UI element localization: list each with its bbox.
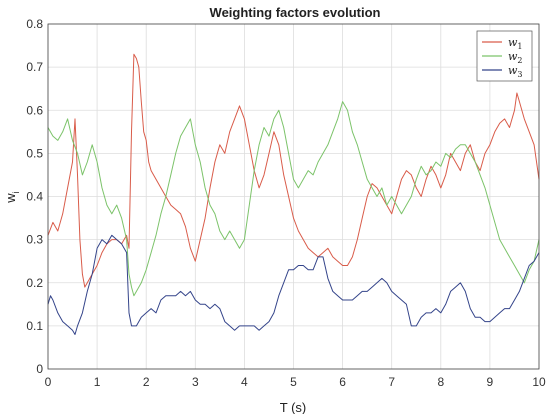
y-tick-label: 0.6	[26, 103, 43, 117]
y-tick-label: 0.3	[26, 233, 43, 247]
plot-frame	[47, 23, 540, 370]
x-axis-label: T (s)	[280, 400, 306, 414]
legend-label-3: w3	[508, 64, 523, 79]
y-tick-label: 0.2	[26, 276, 43, 290]
x-tick-label: 2	[143, 375, 150, 389]
legend-label-sub: 1	[517, 42, 522, 51]
x-tick-label: 6	[339, 375, 346, 389]
x-tick-label: 9	[487, 375, 494, 389]
y-tick-label: 0.7	[26, 60, 43, 74]
y-tick-label: 0.1	[26, 319, 43, 333]
series-layer	[47, 53, 540, 335]
tick-labels: 0 1 2 3 4 5 6 7 8 9 10 0 0.1 0.2 0.3 0.4 0.5 0.6 0.7 0.8	[26, 17, 546, 389]
x-tick-label: 3	[192, 375, 199, 389]
x-tick-label: 0	[45, 375, 52, 389]
series-line-3	[47, 234, 540, 335]
x-tick-label: 5	[290, 375, 297, 389]
x-tick-label: 10	[532, 375, 546, 389]
x-tick-label: 1	[94, 375, 101, 389]
chart-title: Weighting factors evolution	[210, 5, 381, 20]
legend-label-main: w	[508, 36, 518, 49]
series-line-2	[47, 101, 540, 297]
y-axis-label-sub: i	[11, 191, 21, 193]
y-tick-label: 0.5	[26, 146, 43, 160]
x-tick-label: 4	[241, 375, 248, 389]
legend-label-sub: 3	[517, 70, 522, 79]
x-tick-label: 7	[388, 375, 395, 389]
y-tick-label: 0.8	[26, 17, 43, 31]
y-axis-label: wi	[3, 191, 21, 203]
x-tick-label: 8	[437, 375, 444, 389]
legend-label-main: w	[508, 50, 518, 63]
legend-label-sub: 2	[517, 56, 522, 65]
legend-label-1: w1	[508, 36, 523, 51]
y-tick-label: 0.4	[26, 190, 43, 204]
y-axis-label-main: w	[3, 193, 18, 204]
legend-label-2: w2	[508, 50, 523, 65]
y-tick-label: 0	[36, 362, 43, 376]
legend-label-main: w	[508, 64, 518, 77]
series-line-1	[47, 53, 540, 288]
